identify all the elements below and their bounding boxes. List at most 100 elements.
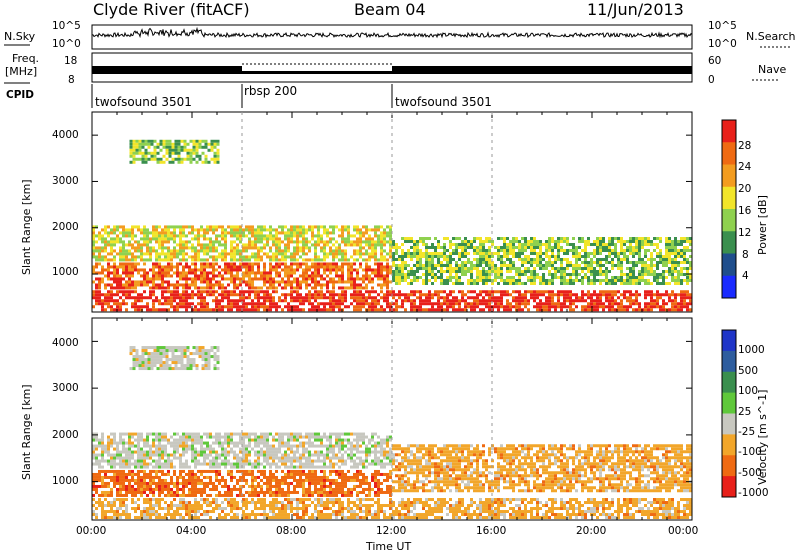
velocity-echo-cell bbox=[395, 513, 398, 517]
velocity-echo-cell bbox=[476, 513, 479, 517]
velocity-echo-cell bbox=[602, 507, 605, 511]
power-echo-cell bbox=[152, 277, 155, 281]
power-echo-cell bbox=[494, 264, 497, 267]
velocity-echo-cell bbox=[599, 504, 602, 508]
power-echo-cell bbox=[641, 267, 644, 270]
power-echo-cell bbox=[224, 252, 227, 256]
power-echo-cell bbox=[683, 249, 686, 252]
power-echo-cell bbox=[674, 270, 677, 273]
power-echo-cell bbox=[515, 255, 518, 258]
power-echo-cell bbox=[242, 277, 245, 281]
power-echo-cell bbox=[203, 237, 206, 241]
velocity-echo-cell bbox=[686, 501, 689, 505]
power-echo-cell bbox=[311, 262, 314, 266]
power-echo-cell bbox=[341, 262, 344, 266]
power-echo-cell bbox=[326, 274, 329, 278]
power-echo-cell bbox=[344, 228, 347, 232]
power-echo-cell bbox=[425, 299, 428, 303]
power-echo-cell bbox=[470, 308, 473, 312]
power-echo-cell bbox=[665, 240, 668, 243]
power-echo-cell bbox=[311, 296, 314, 300]
power-echo-cell bbox=[332, 252, 335, 256]
power-echo-cell bbox=[236, 274, 239, 278]
power-echo-cell bbox=[611, 282, 614, 285]
power-echo-cell bbox=[251, 234, 254, 238]
power-echo-cell bbox=[236, 237, 239, 241]
power-echo-cell bbox=[107, 293, 110, 297]
velocity-echo-cell bbox=[479, 501, 482, 505]
power-echo-cell bbox=[290, 280, 293, 284]
power-echo-cell bbox=[293, 296, 296, 300]
power-echo-cell bbox=[668, 240, 671, 243]
power-echo-cell bbox=[542, 243, 545, 246]
velocity-echo-cell bbox=[518, 516, 521, 520]
power-echo-cell bbox=[206, 293, 209, 297]
power-echo-cell bbox=[476, 299, 479, 303]
power-echo-cell bbox=[245, 228, 248, 232]
velocity-echo-cell bbox=[617, 510, 620, 514]
power-echo-cell bbox=[473, 258, 476, 261]
power-echo-cell bbox=[446, 249, 449, 252]
power-echo-cell bbox=[257, 308, 260, 312]
power-echo-cell bbox=[176, 249, 179, 253]
power-echo-cell bbox=[341, 252, 344, 256]
power-echo-cell bbox=[164, 225, 167, 229]
power-echo-cell bbox=[158, 258, 161, 262]
power-echo-cell bbox=[500, 258, 503, 261]
power-echo-cell bbox=[536, 276, 539, 279]
velocity-echo-cell bbox=[275, 507, 278, 511]
velocity-echo-cell bbox=[518, 510, 521, 514]
power-echo-cell bbox=[686, 258, 689, 261]
velocity-echo-cell bbox=[374, 513, 377, 517]
velocity-echo-cell bbox=[170, 501, 173, 505]
power-echo-cell bbox=[650, 240, 653, 243]
power-echo-cell bbox=[680, 249, 683, 252]
velocity-echo-cell bbox=[122, 501, 125, 505]
power-echo-cell bbox=[410, 279, 413, 282]
power-echo-cell bbox=[482, 296, 485, 300]
power-echo-cell bbox=[146, 271, 149, 275]
velocity-echo-cell bbox=[101, 484, 104, 488]
power-echo-cell bbox=[176, 305, 179, 309]
power-echo-cell bbox=[173, 305, 176, 309]
power-echo-cell bbox=[539, 302, 542, 306]
power-echo-cell bbox=[437, 302, 440, 306]
power-echo-cell bbox=[152, 274, 155, 278]
power-echo-cell bbox=[611, 276, 614, 279]
power-echo-cell bbox=[230, 299, 233, 303]
power-echo-cell bbox=[341, 237, 344, 241]
power-echo-cell bbox=[242, 305, 245, 309]
power-echo-cell bbox=[620, 299, 623, 303]
power-echo-cell bbox=[401, 261, 404, 264]
power-echo-cell bbox=[575, 276, 578, 279]
power-echo-cell bbox=[272, 234, 275, 238]
power-echo-cell bbox=[212, 274, 215, 278]
power-echo-cell bbox=[578, 246, 581, 249]
power-echo-cell bbox=[143, 228, 146, 232]
power-echo-cell bbox=[242, 249, 245, 253]
power-echo-cell bbox=[554, 261, 557, 264]
power-echo-cell bbox=[224, 237, 227, 241]
power-echo-cell bbox=[92, 265, 95, 269]
power-echo-cell bbox=[476, 237, 479, 240]
power-echo-cell bbox=[216, 148, 220, 152]
velocity-echo-cell bbox=[575, 513, 578, 517]
power-echo-cell bbox=[116, 299, 119, 303]
power-echo-cell bbox=[683, 267, 686, 270]
power-echo-cell bbox=[620, 261, 623, 264]
velocity-echo-cell bbox=[377, 516, 380, 520]
power-echo-cell bbox=[434, 276, 437, 279]
power-echo-cell bbox=[167, 299, 170, 303]
power-echo-cell bbox=[119, 246, 122, 250]
power-echo-cell bbox=[152, 228, 155, 232]
power-echo-cell bbox=[428, 308, 431, 312]
power-echo-cell bbox=[491, 282, 494, 285]
power-echo-cell bbox=[590, 264, 593, 267]
velocity-echo-cell bbox=[605, 516, 608, 520]
velocity-echo-cell bbox=[212, 498, 215, 502]
power-echo-cell bbox=[167, 231, 170, 235]
velocity-echo-cell bbox=[140, 510, 143, 514]
power-echo-cell bbox=[416, 290, 419, 294]
power-echo-cell bbox=[204, 145, 208, 149]
power-echo-cell bbox=[431, 255, 434, 258]
